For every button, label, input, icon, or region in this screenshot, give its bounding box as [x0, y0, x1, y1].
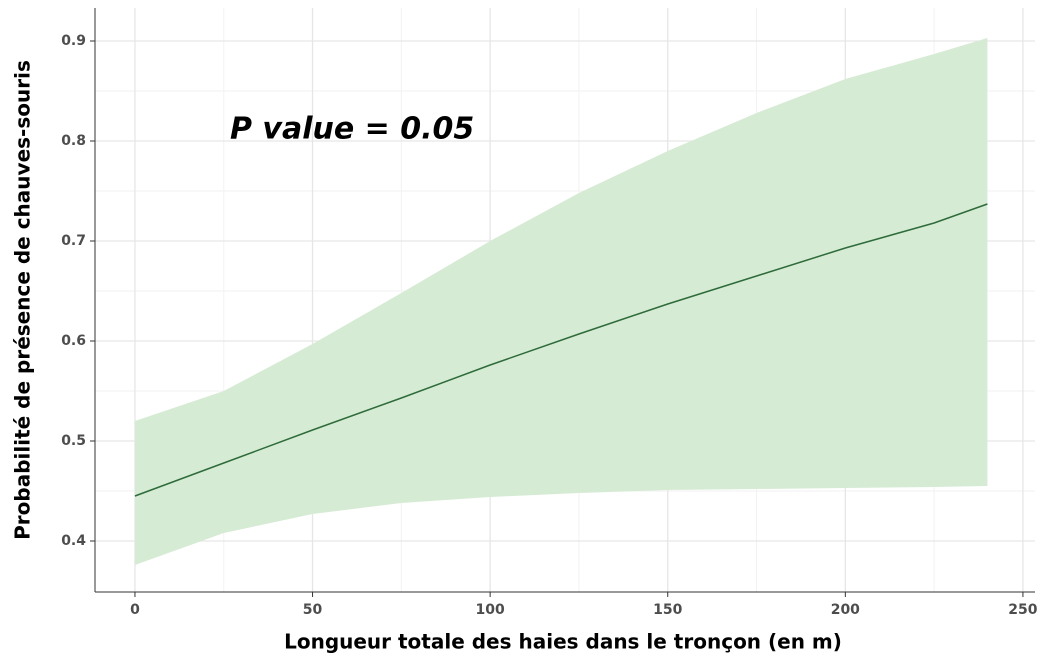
- confidence-band: [134, 38, 988, 565]
- fit-line: [134, 203, 988, 497]
- y-tick-label: 0.9: [61, 33, 86, 49]
- x-tick-label: 100: [476, 602, 505, 618]
- x-tick-label: 0: [130, 602, 140, 618]
- y-tick-label: 0.4: [61, 533, 86, 549]
- y-tick-label: 0.5: [61, 433, 86, 449]
- y-tick-label: 0.8: [61, 133, 86, 149]
- x-tick-label: 200: [831, 602, 860, 618]
- x-tick-label: 250: [1008, 602, 1037, 618]
- x-tick-label: 150: [653, 602, 682, 618]
- y-tick-label: 0.6: [61, 333, 86, 349]
- y-axis-title: Probabilité de présence de chauves-souri…: [11, 60, 35, 540]
- x-tick-label: 50: [303, 602, 323, 618]
- y-tick-label: 0.7: [61, 233, 86, 249]
- x-axis-title: Longueur totale des haies dans le tronço…: [284, 630, 842, 654]
- annotation: P value = 0.05: [230, 112, 474, 147]
